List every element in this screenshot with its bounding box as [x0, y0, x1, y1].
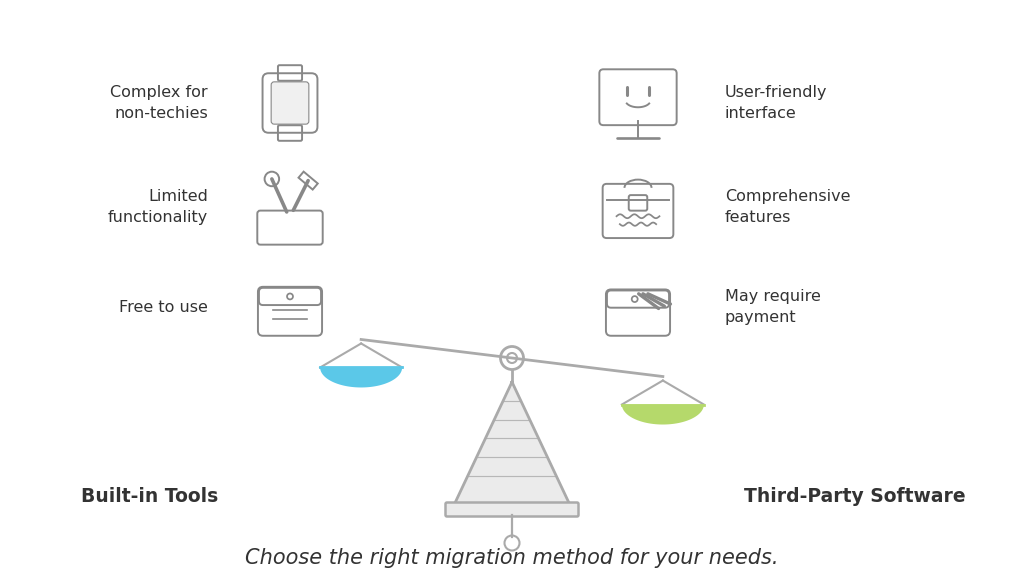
Polygon shape: [321, 367, 402, 387]
Text: May require
payment: May require payment: [725, 290, 821, 325]
Text: User-friendly
interface: User-friendly interface: [725, 85, 827, 121]
Text: Comprehensive
features: Comprehensive features: [725, 190, 851, 225]
Polygon shape: [455, 382, 569, 504]
Text: Limited
functionality: Limited functionality: [108, 190, 208, 225]
Text: Choose the right migration method for your needs.: Choose the right migration method for yo…: [246, 548, 778, 568]
FancyBboxPatch shape: [445, 503, 579, 517]
Text: Built-in Tools: Built-in Tools: [81, 487, 219, 507]
Polygon shape: [622, 404, 703, 425]
Text: Free to use: Free to use: [119, 300, 208, 315]
Text: Complex for
non-techies: Complex for non-techies: [111, 85, 208, 121]
Text: Third-Party Software: Third-Party Software: [744, 487, 966, 507]
FancyBboxPatch shape: [271, 82, 309, 124]
